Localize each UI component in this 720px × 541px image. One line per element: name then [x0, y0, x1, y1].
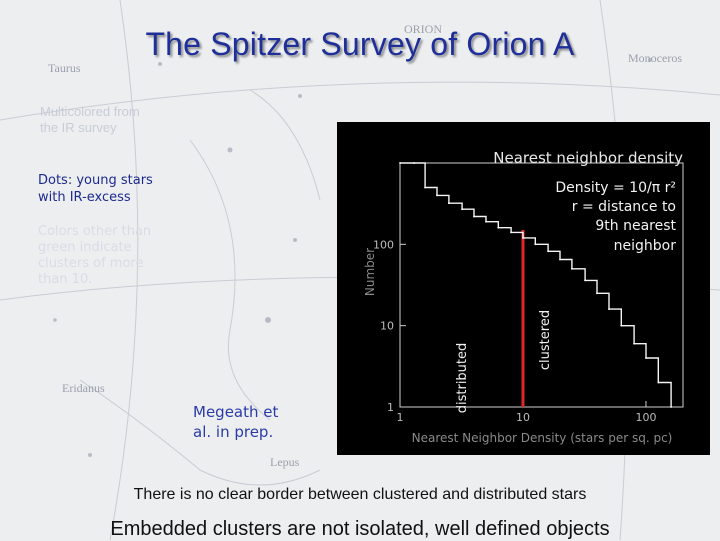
annotation-line: neighbor [614, 238, 677, 254]
colors-note-line: green indicate [38, 240, 132, 255]
y-tick-label: 1 [387, 401, 394, 414]
density-point [608, 308, 610, 310]
credit-note: Megeath et al. in prep. [193, 402, 278, 442]
density-point [571, 267, 573, 270]
density-point [620, 324, 623, 327]
density-point [413, 162, 415, 164]
faint-note-line: the IR survey [40, 120, 117, 135]
slide-title: The Spitzer Survey of Orion A [145, 26, 575, 62]
colors-note-line: than 10. [38, 272, 93, 287]
density-point [399, 162, 401, 164]
annotation-line: 9th nearest [595, 218, 676, 234]
density-point [596, 292, 598, 295]
density-point [547, 250, 549, 253]
density-point [670, 406, 672, 408]
region-label-clustered: clustered [538, 310, 553, 370]
density-point [584, 279, 586, 282]
chart-title: Nearest neighbor density [493, 149, 683, 167]
chart-panel: 1 10 100 1 10 100 Nearest neighbor density Nu… [337, 122, 710, 455]
x-tick-label: 100 [635, 411, 656, 424]
dots-note-line: with IR-excess [38, 190, 131, 205]
density-point [448, 202, 450, 205]
y-tick-label: 100 [373, 238, 394, 251]
density-point [534, 243, 537, 246]
density-point [657, 381, 660, 384]
faint-note: Multicolored from the IR survey [40, 104, 140, 136]
colors-note-line: Colors other than [38, 224, 152, 239]
colors-note-line: clusters of more [38, 256, 144, 271]
sky-label-lepus: Lepus [270, 455, 300, 469]
sky-label-monoceros: Monoceros [628, 51, 682, 65]
density-point [522, 237, 524, 239]
annotation-line: r = distance to [572, 199, 676, 215]
region-label-distributed: distributed [455, 343, 470, 414]
density-point [633, 342, 635, 345]
border-statement: There is no clear border between cluster… [133, 486, 587, 503]
y-tick-label: 10 [380, 320, 394, 333]
dots-note-line: Dots: young stars [38, 173, 153, 188]
density-point [436, 194, 438, 197]
sky-label-orion: ORION [404, 22, 442, 36]
density-point [645, 357, 647, 359]
x-tick-label: 1 [397, 411, 404, 424]
density-point [424, 186, 426, 189]
x-axis-label: Nearest Neighbor Density (stars per sq. … [412, 431, 673, 445]
density-histogram-line [400, 162, 672, 407]
credit-line: al. in prep. [193, 423, 274, 441]
sky-label-taurus: Taurus [48, 61, 81, 75]
x-tick-label: 10 [516, 411, 530, 424]
sky-label-eridanus: Eridanus [62, 381, 105, 395]
density-point [559, 258, 561, 261]
density-point [473, 215, 475, 218]
dots-note: Dots: young stars with IR-excess [38, 172, 153, 206]
annotation-line: Density = 10/π r² [555, 180, 676, 196]
density-point [497, 226, 500, 229]
density-point [461, 208, 463, 211]
density-point [485, 220, 487, 223]
clusters-statement: Embedded clusters are not isolated, well… [110, 518, 610, 540]
colors-note: Colors other than green indicate cluster… [38, 224, 151, 288]
y-axis-label: Number [363, 248, 377, 296]
plot-frame [399, 162, 684, 408]
nearest-neighbor-chart: 1 10 100 1 10 100 Nearest neighbor density Nu… [363, 149, 684, 445]
annotation: Density = 10/π r² r = distance to 9th ne… [555, 180, 676, 254]
faint-note-line: Multicolored from [40, 104, 140, 119]
density-point [510, 231, 512, 234]
credit-line: Megeath et [193, 403, 279, 421]
